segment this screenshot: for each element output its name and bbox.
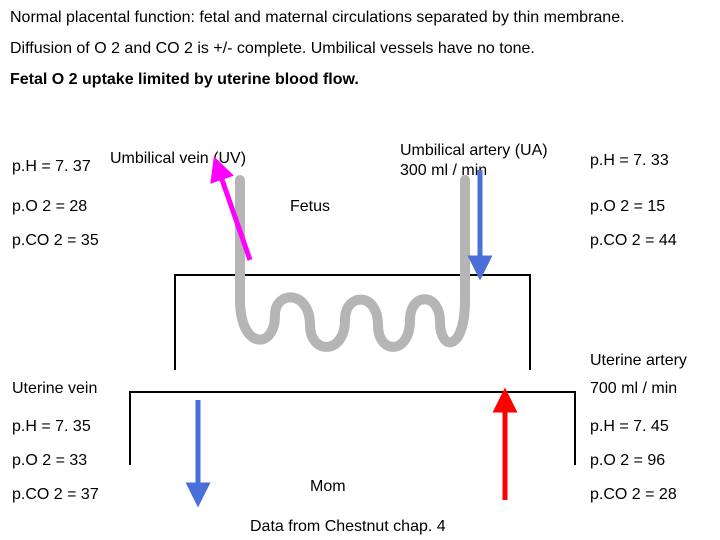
uv-po2: p.O 2 = 28 [12,198,87,216]
umbilical-vein-label: Umbilical vein (UV) [110,150,246,168]
mom-label: Mom [310,478,346,496]
header-line-3: Fetal O 2 uptake limited by uterine bloo… [10,70,710,91]
uv-pco2: p.CO 2 = 35 [12,232,99,250]
header-line-1: Normal placental function: fetal and mat… [10,8,710,29]
ua-po2: p.O 2 = 15 [590,198,665,216]
ua-ph: p.H = 7. 33 [590,152,669,170]
uterine-flow: 700 ml / min [590,380,677,398]
mom-uv-ph: p.H = 7. 35 [12,418,91,436]
header-line-2: Diffusion of O 2 and CO 2 is +/- complet… [10,39,710,60]
uv-ph: p.H = 7. 37 [12,158,91,176]
uv-arrow [218,168,250,260]
mom-uv-po2: p.O 2 = 33 [12,452,87,470]
mom-ua-pco2: p.CO 2 = 28 [590,486,677,504]
umbilical-vessels [240,180,465,347]
mom-uv-pco2: p.CO 2 = 37 [12,486,99,504]
fetus-label: Fetus [290,198,330,216]
ua-name-l1: Umbilical artery (UA) [400,142,548,160]
footer-citation: Data from Chestnut chap. 4 [250,518,446,536]
mom-ua-po2: p.O 2 = 96 [590,452,665,470]
maternal-container [130,392,575,465]
fetal-container [175,275,530,370]
ua-name-l2: 300 ml / min [400,162,487,180]
ua-pco2: p.CO 2 = 44 [590,232,677,250]
header-block: Normal placental function: fetal and mat… [0,0,720,90]
mom-ua-ph: p.H = 7. 45 [590,418,669,436]
uterine-artery-label: Uterine artery [590,352,687,370]
uterine-vein-label: Uterine vein [12,380,97,398]
